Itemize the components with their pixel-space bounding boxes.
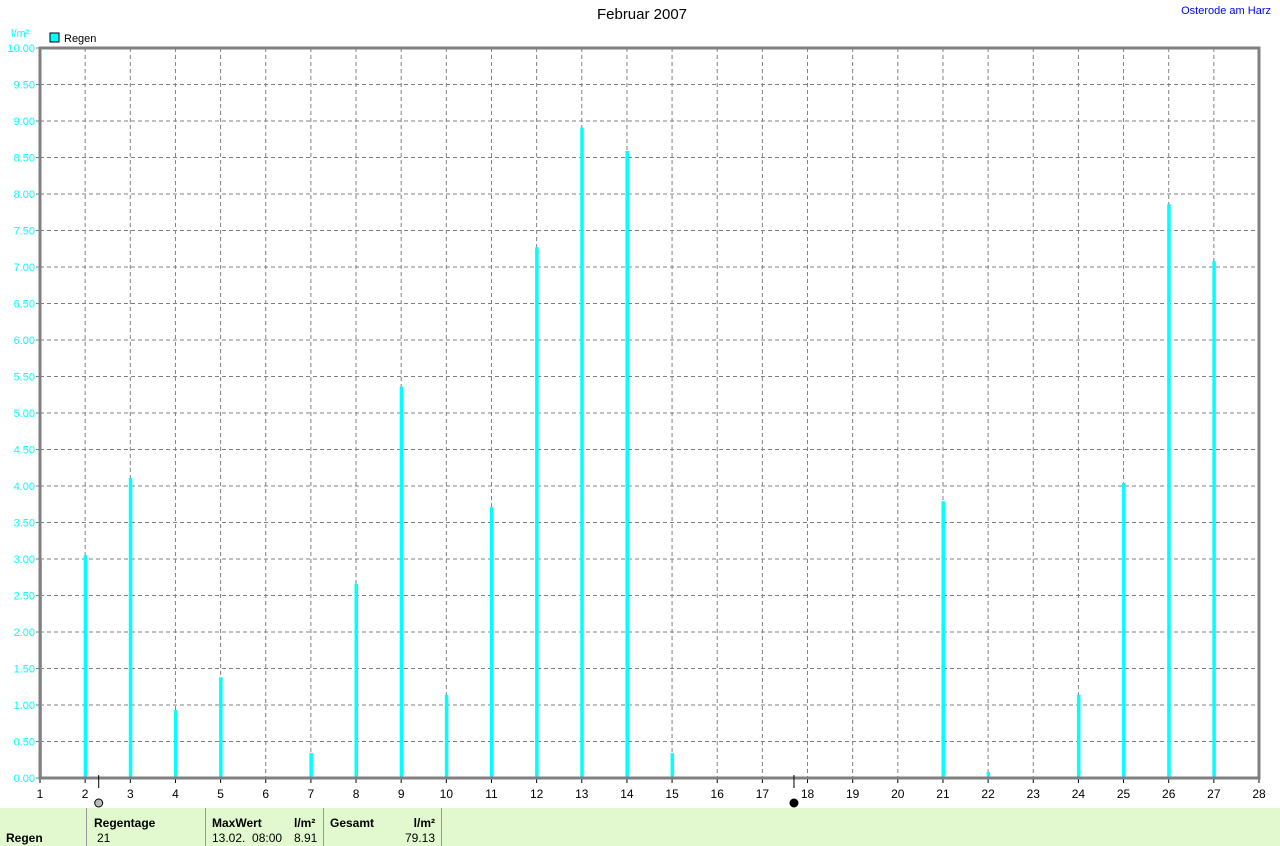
x-tick-label: 24 [1072, 787, 1086, 801]
rain-bar [444, 694, 449, 778]
y-tick-label: 5.00 [14, 408, 35, 420]
regentage-label: Regentage [94, 816, 156, 830]
x-tick-label: 8 [353, 787, 360, 801]
x-tick-label: 15 [665, 787, 679, 801]
y-tick-label: 7.00 [14, 262, 35, 274]
x-tick-label: 12 [530, 787, 544, 801]
x-tick-label: 11 [485, 787, 498, 801]
y-axis-unit: l/m² [11, 28, 30, 40]
y-tick-label: 10.00 [7, 43, 35, 55]
x-tick-label: 18 [801, 787, 815, 801]
y-tick-label: 5.50 [14, 372, 35, 384]
y-tick-label: 8.50 [14, 153, 35, 165]
rain-bar [489, 507, 494, 778]
x-tick-label: 25 [1117, 787, 1131, 801]
rain-bar [309, 753, 313, 778]
rain-bar [1167, 204, 1171, 779]
gesamt-unit: l/m² [413, 816, 435, 830]
full-moon-icon [94, 798, 104, 808]
y-tick-label: 6.50 [14, 299, 35, 311]
rain-bar [670, 753, 675, 778]
rain-bar [399, 386, 404, 778]
y-tick-label: 9.00 [14, 116, 35, 128]
rain-bar [941, 501, 945, 778]
rain-bar [625, 150, 629, 778]
location-label: Osterode am Harz [1181, 5, 1271, 17]
rain-bar [1076, 694, 1081, 778]
y-tick-label: 1.00 [14, 700, 35, 712]
x-tick-label: 28 [1252, 787, 1266, 801]
new-moon-icon [789, 798, 799, 808]
x-tick-label: 14 [620, 787, 634, 801]
rain-bar [1122, 483, 1126, 778]
y-tick-label: 0.00 [14, 773, 35, 785]
y-tick-label: 6.00 [14, 335, 35, 347]
y-tick-label: 2.00 [14, 627, 35, 639]
x-tick-label: 2 [82, 787, 89, 801]
maxwert-value: 8.91 [294, 831, 318, 845]
x-tick-label: 16 [711, 787, 725, 801]
y-tick-label: 3.50 [14, 518, 35, 530]
rain-bar [83, 555, 88, 778]
x-tick-label: 4 [172, 787, 179, 801]
x-tick-label: 17 [756, 787, 770, 801]
x-tick-label: 6 [262, 787, 269, 801]
rain-bar [535, 247, 539, 779]
x-tick-label: 1 [37, 787, 44, 801]
y-tick-label: 4.50 [14, 445, 35, 457]
y-tick-label: 8.00 [14, 189, 35, 201]
x-tick-label: 7 [308, 787, 315, 801]
y-tick-label: 9.50 [14, 80, 35, 92]
regentage-value: 21 [97, 831, 111, 845]
rain-bar [219, 677, 223, 778]
gesamt-label: Gesamt [330, 816, 375, 830]
rain-chart: l/m² Regen 0.00 0.50 1.00 1.50 2.00 2.50 3.00 3… [7, 28, 1266, 808]
maxwert-label: MaxWert [212, 816, 262, 830]
x-tick-label: 13 [575, 787, 589, 801]
x-tick-label: 21 [936, 787, 950, 801]
y-tick-label: 7.50 [14, 226, 35, 238]
x-tick-label: 22 [981, 787, 995, 801]
y-tick-label: 0.50 [14, 737, 35, 749]
x-tick-label: 20 [891, 787, 905, 801]
y-tick-label: 2.50 [14, 591, 35, 603]
legend-label: Regen [64, 33, 96, 45]
x-tick-label: 3 [127, 787, 134, 801]
x-tick-label: 10 [440, 787, 454, 801]
rain-bar [1212, 261, 1216, 778]
x-tick-label: 5 [217, 787, 224, 801]
x-tick-label: 9 [398, 787, 405, 801]
y-tick-label: 1.50 [14, 664, 35, 676]
y-tick-label: 3.00 [14, 554, 35, 566]
x-tick-label: 19 [846, 787, 860, 801]
plot-frame [38, 46, 1261, 780]
maxwert-date: 13.02. 08:00 [212, 831, 283, 845]
rain-bar [580, 127, 584, 778]
gesamt-value: 79.13 [404, 831, 435, 845]
x-tick-label: 27 [1207, 787, 1221, 801]
rain-bar [354, 583, 359, 778]
stats-table: Regen Regentage 21 MaxWert l/m² 13.02. 0… [0, 808, 1280, 846]
stats-row-label: Regen [6, 831, 43, 845]
x-tick-label: 23 [1027, 787, 1041, 801]
rain-bar [986, 772, 991, 778]
rain-bar [173, 710, 178, 778]
y-tick-label: 4.00 [14, 481, 35, 493]
maxwert-unit: l/m² [294, 816, 316, 830]
legend-swatch [49, 32, 60, 43]
rain-bar [128, 477, 133, 778]
chart-title: Februar 2007 [596, 6, 688, 23]
x-tick-label: 26 [1162, 787, 1176, 801]
